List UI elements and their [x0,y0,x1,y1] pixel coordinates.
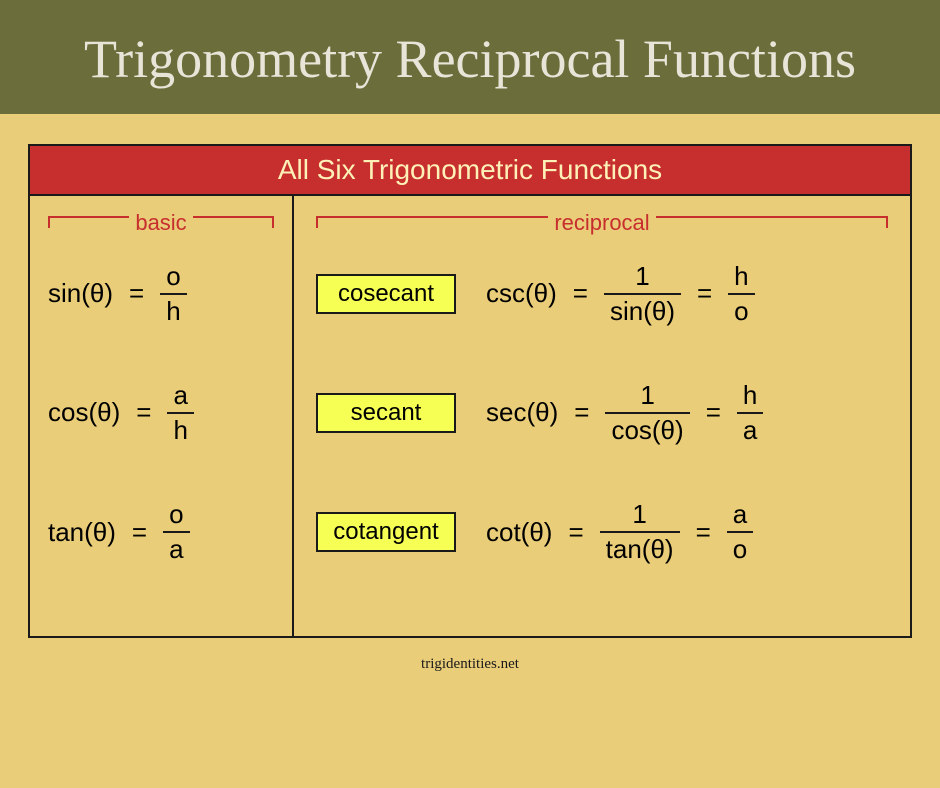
denominator: o [727,533,753,564]
lhs: sec(θ) [486,397,558,428]
denominator: cos(θ) [605,414,689,445]
equals-sign: = [706,397,721,428]
lhs: cot(θ) [486,517,552,548]
numerator: o [160,262,186,293]
reciprocal-formula: csc(θ) = 1 sin(θ) = h o [486,262,755,325]
equals-sign: = [697,278,712,309]
reciprocal-row-cot: cotangent cot(θ) = 1 tan(θ) = a [316,500,888,563]
lhs: sin(θ) [48,278,113,309]
reciprocal-row-csc: cosecant csc(θ) = 1 sin(θ) = h [316,262,888,325]
fraction: a o [727,500,753,563]
equals-sign: = [132,517,147,548]
content-wrapper: All Six Trigonometric Functions basic si… [0,114,940,683]
lhs: tan(θ) [48,517,116,548]
function-name-box: cotangent [316,512,456,552]
page-title: Trigonometry Reciprocal Functions [0,0,940,114]
panel-title: All Six Trigonometric Functions [30,146,910,196]
denominator: sin(θ) [604,295,681,326]
fraction: h o [728,262,754,325]
denominator: tan(θ) [600,533,680,564]
functions-panel: All Six Trigonometric Functions basic si… [28,144,912,638]
equals-sign: = [696,517,711,548]
basic-column: basic sin(θ) = o h cos(θ) [30,196,294,636]
numerator: h [728,262,754,293]
reciprocal-column: reciprocal cosecant csc(θ) = 1 sin(θ) [294,196,910,636]
basic-formula-tan: tan(θ) = o a [48,500,274,563]
reciprocal-label-row: reciprocal [316,210,888,236]
fraction: o h [160,262,186,325]
reciprocal-formula: cot(θ) = 1 tan(θ) = a o [486,500,753,563]
bracket-right-icon [193,216,274,230]
denominator: a [737,414,763,445]
basic-label-row: basic [48,210,274,236]
bracket-left-icon [48,216,129,230]
numerator: h [737,381,763,412]
bracket-right-icon [656,216,888,230]
bracket-left-icon [316,216,548,230]
function-name-box: secant [316,393,456,433]
equals-sign: = [136,397,151,428]
footer-credit: trigidentities.net [28,656,912,673]
denominator: o [728,295,754,326]
function-name-box: cosecant [316,274,456,314]
denominator: a [163,533,189,564]
numerator: 1 [634,381,660,412]
denominator: h [167,414,193,445]
reciprocal-row-sec: secant sec(θ) = 1 cos(θ) = h [316,381,888,444]
basic-formula-sin: sin(θ) = o h [48,262,274,325]
equals-sign: = [129,278,144,309]
equals-sign: = [568,517,583,548]
equals-sign: = [573,278,588,309]
numerator: 1 [626,500,652,531]
denominator: h [160,295,186,326]
fraction: o a [163,500,189,563]
equals-sign: = [574,397,589,428]
fraction: h a [737,381,763,444]
numerator: a [167,381,193,412]
panel-body: basic sin(θ) = o h cos(θ) [30,196,910,636]
lhs: cos(θ) [48,397,120,428]
reciprocal-formula: sec(θ) = 1 cos(θ) = h a [486,381,763,444]
fraction: 1 tan(θ) [600,500,680,563]
basic-label: basic [135,210,186,236]
lhs: csc(θ) [486,278,557,309]
fraction: 1 cos(θ) [605,381,689,444]
numerator: o [163,500,189,531]
basic-formula-cos: cos(θ) = a h [48,381,274,444]
numerator: 1 [629,262,655,293]
numerator: a [727,500,753,531]
reciprocal-label: reciprocal [554,210,649,236]
fraction: a h [167,381,193,444]
fraction: 1 sin(θ) [604,262,681,325]
